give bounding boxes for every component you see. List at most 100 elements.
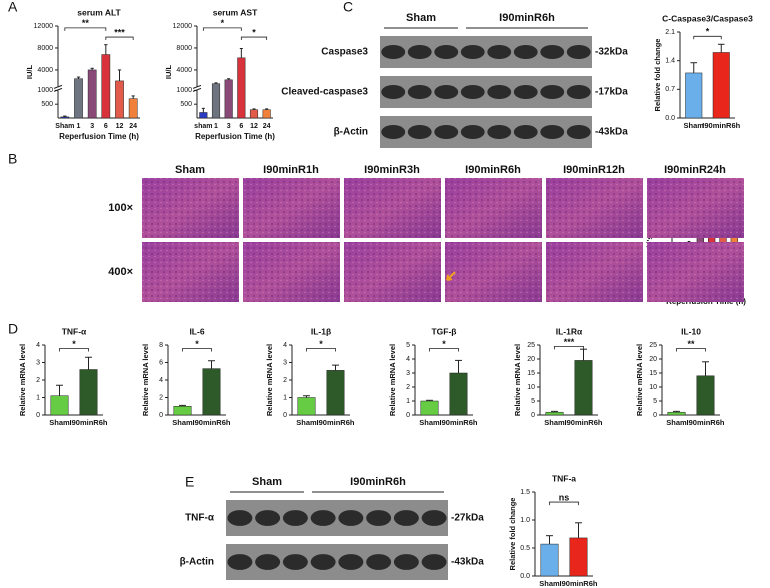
significance-bracket [306, 348, 336, 352]
axis-break [193, 86, 201, 91]
row-label: 100× [108, 202, 133, 214]
significance-label: *** [114, 27, 125, 37]
x-axis-label: Reperfusion Time (h) [59, 132, 139, 141]
blot-band [338, 554, 364, 570]
y-axis-label: Relative mRNA level [635, 344, 644, 416]
axis-break [53, 84, 63, 89]
significance-label: ns [559, 492, 570, 502]
y-tick-label: 1000 [176, 87, 192, 94]
x-tick-label: 6 [104, 123, 108, 130]
blot-band [255, 554, 281, 570]
bar [712, 52, 730, 119]
y-tick-label: 3 [406, 370, 410, 377]
chart-title: TGF-β [431, 326, 456, 336]
bar [74, 78, 83, 119]
histology-texture [647, 242, 744, 302]
bar [128, 98, 138, 119]
row-label: TNF-α [185, 513, 215, 524]
panel-label: A [8, 0, 18, 15]
y-tick-label: 0.0 [520, 573, 530, 580]
x-tick-label: Sham [419, 418, 440, 427]
y-tick-label: 2 [36, 377, 40, 384]
arrow [446, 271, 456, 281]
bar [449, 372, 468, 416]
y-tick-label: 4 [36, 342, 40, 349]
significance-bracket [105, 36, 134, 41]
histology-texture [344, 178, 441, 238]
blot-band [540, 44, 565, 60]
y-tick-label: 4 [159, 377, 163, 384]
chart-title: TNF-a [552, 473, 576, 483]
x-tick-label: 3 [227, 123, 231, 130]
panel-label: C [343, 0, 353, 15]
y-tick-label: 1.5 [520, 489, 530, 496]
significance-bracket [64, 27, 107, 31]
significance-label: * [72, 339, 76, 349]
y-tick-label: 0.0 [665, 115, 675, 122]
histology-texture [344, 242, 441, 302]
significance-label: * [252, 27, 256, 37]
axis-break [54, 86, 62, 91]
blot-band [282, 554, 308, 570]
y-tick-label: 0 [36, 412, 40, 419]
blot-band [393, 554, 419, 570]
x-tick-label: Sham [296, 418, 317, 427]
bar [199, 112, 208, 119]
x-tick-label: 24 [263, 123, 271, 130]
y-tick-label: 8 [159, 342, 163, 349]
column-label: I90minR6h [465, 164, 521, 176]
histology-texture [445, 178, 542, 238]
blot-band [434, 84, 459, 100]
group-label: Sham [252, 476, 282, 488]
y-tick-label: 0 [159, 412, 163, 419]
kda-label: -17kDa [595, 87, 628, 98]
bar [50, 395, 69, 416]
significance-bracket [59, 348, 89, 352]
bar [420, 400, 439, 416]
histology-texture [546, 178, 643, 238]
blot-band [566, 124, 591, 140]
y-tick-label: 2.1 [665, 29, 675, 36]
blot-band [421, 554, 447, 570]
y-tick-label: 8000 [176, 45, 192, 52]
y-tick-label: 0 [283, 412, 287, 419]
x-tick-label: Sham [684, 121, 705, 130]
significance-bracket [182, 348, 212, 352]
x-tick-label: 1 [214, 123, 218, 130]
y-axis-label: Relative fold change [653, 39, 662, 112]
row-label: Cleaved-caspase3 [281, 87, 368, 98]
blot-band [338, 510, 364, 526]
chart-title: C-Caspase3/Caspase3 [662, 13, 753, 23]
bar [540, 543, 559, 577]
y-axis-label: Relative mRNA level [388, 344, 397, 416]
x-tick-label: I90minR6h [687, 418, 725, 427]
x-tick-label: 6 [239, 123, 243, 130]
y-tick-label: 5 [531, 398, 535, 405]
blot-band [566, 84, 591, 100]
blot-band [393, 510, 419, 526]
blot-band [282, 510, 308, 526]
y-tick-label: 4000 [37, 67, 53, 74]
y-axis-label: IU/L [25, 65, 34, 80]
histology-texture [142, 178, 239, 238]
group-label: I90minR6h [350, 476, 406, 488]
y-tick-label: 5 [653, 398, 657, 405]
significance-label: * [319, 339, 323, 349]
blot-band [434, 44, 459, 60]
blot-band [421, 510, 447, 526]
blot-band [460, 124, 485, 140]
y-axis-label: Suzuki's core [645, 217, 654, 265]
bar [202, 368, 221, 416]
histology-texture [445, 242, 542, 302]
significance-label: ** [82, 18, 90, 28]
blot-band [460, 44, 485, 60]
blot-band [487, 84, 512, 100]
bar [326, 370, 345, 416]
y-tick-label: 2 [406, 384, 410, 391]
chart-title: serum AST [213, 7, 258, 17]
y-tick-label: 1.0 [520, 517, 530, 524]
y-tick-label: 6 [159, 359, 163, 366]
blot-band [381, 84, 406, 100]
bar [211, 83, 221, 119]
